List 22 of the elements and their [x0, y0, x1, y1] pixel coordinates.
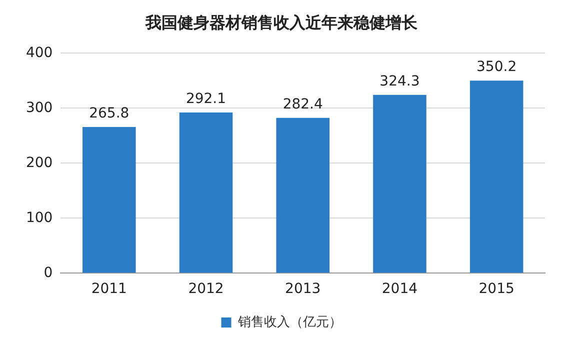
bar [373, 94, 426, 273]
legend-label: 销售收入（亿元） [236, 314, 342, 330]
data-label: 324.3 [380, 73, 420, 90]
y-tick-label: 200 [26, 154, 53, 171]
x-tick-label: 2013 [285, 281, 321, 298]
x-tick-label: 2014 [382, 281, 418, 298]
bar [82, 127, 136, 273]
data-label: 292.1 [186, 91, 226, 108]
y-tick-label: 300 [26, 100, 53, 116]
bar [470, 80, 524, 273]
data-label: 282.4 [282, 96, 323, 113]
bar [276, 118, 330, 273]
bar [179, 112, 233, 273]
data-label: 350.2 [476, 59, 517, 76]
x-tick-label: 2015 [478, 281, 514, 298]
y-tick-label: 0 [44, 264, 53, 281]
y-tick-label: 100 [26, 210, 53, 226]
chart-title: 我国健身器材销售收入近年来稳健增长 [144, 12, 418, 32]
x-tick-label: 2011 [91, 281, 127, 298]
x-tick-label: 2012 [188, 281, 224, 298]
data-label: 265.8 [89, 106, 130, 122]
y-tick-label: 400 [26, 44, 53, 61]
